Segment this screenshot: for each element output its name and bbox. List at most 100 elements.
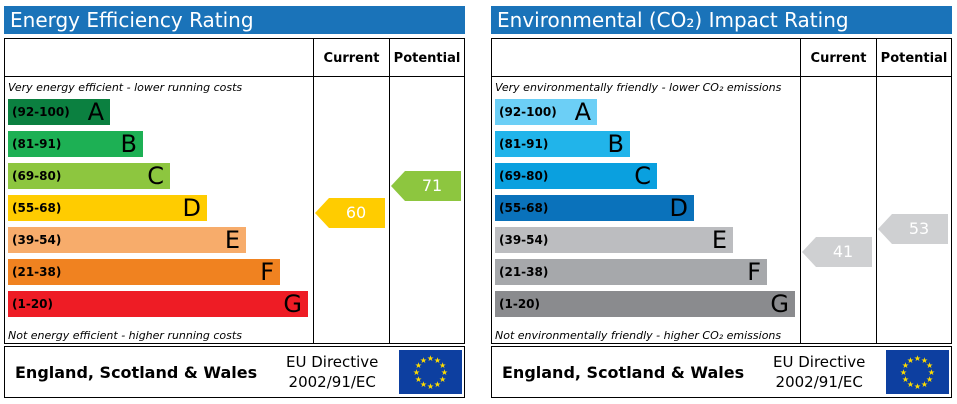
rating-band-b: (81-91) B — [495, 130, 630, 158]
eu-star-icon: ★ — [427, 382, 434, 391]
rating-band-d: (55-68) D — [8, 194, 207, 222]
potential-column-header: Potential — [880, 50, 948, 66]
band-letter: F — [747, 258, 761, 286]
environmental-rating-panel: Environmental (CO₂) Impact Rating Curren… — [491, 0, 952, 404]
panel-title: Environmental (CO₂) Impact Rating — [491, 6, 952, 34]
directive-line-1: EU Directive — [773, 353, 866, 371]
eu-star-icon: ★ — [441, 368, 448, 377]
band-range: (69-80) — [12, 169, 62, 183]
eu-star-icon: ★ — [427, 354, 434, 363]
directive-line-1: EU Directive — [286, 353, 379, 371]
rating-band-a: (92-100) A — [8, 98, 110, 126]
band-letter: D — [669, 194, 688, 222]
potential-column-header: Potential — [393, 50, 461, 66]
band-range: (81-91) — [12, 137, 62, 151]
rating-band-e: (39-54) E — [495, 226, 733, 254]
band-letter: A — [87, 98, 104, 126]
eu-star-icon: ★ — [914, 354, 921, 363]
eu-star-icon: ★ — [434, 380, 441, 389]
rating-band-g: (1-20) G — [495, 290, 795, 318]
directive-line-2: 2002/91/EC — [288, 373, 376, 391]
potential-arrow-shape — [878, 214, 948, 244]
eu-flag-icon: ★ ★ ★ ★ ★ ★ ★ ★ ★ ★ ★ ★ — [399, 350, 462, 394]
band-range: (1-20) — [12, 297, 53, 311]
band-letter: A — [574, 98, 591, 126]
band-letter: C — [147, 162, 164, 190]
footer: England, Scotland & Wales EU Directive 2… — [4, 346, 465, 398]
eu-star-icon: ★ — [907, 380, 914, 389]
band-range: (92-100) — [499, 105, 557, 119]
eu-star-icon: ★ — [415, 361, 422, 370]
band-range: (21-38) — [12, 265, 62, 279]
potential-rating-value: 71 — [421, 176, 443, 195]
rating-band-c: (69-80) C — [495, 162, 657, 190]
band-range: (55-68) — [12, 201, 62, 215]
rating-band-b: (81-91) B — [8, 130, 143, 158]
current-arrow-shape — [315, 198, 385, 228]
current-column-header: Current — [810, 50, 867, 66]
potential-rating-value: 53 — [908, 219, 930, 238]
eu-star-icon: ★ — [415, 375, 422, 384]
region-label: England, Scotland & Wales — [15, 363, 258, 382]
band-range: (1-20) — [499, 297, 540, 311]
rating-band-d: (55-68) D — [495, 194, 694, 222]
eu-star-icon: ★ — [902, 375, 909, 384]
rating-band-f: (21-38) F — [8, 258, 280, 286]
rating-band-f: (21-38) F — [495, 258, 767, 286]
directive-line-2: 2002/91/EC — [775, 373, 863, 391]
bottom-note: Not environmentally friendly - higher CO… — [495, 329, 782, 342]
potential-rating-arrow: 53 — [878, 214, 948, 244]
band-letter: C — [634, 162, 651, 190]
band-letter: B — [607, 130, 624, 158]
eu-star-icon: ★ — [928, 368, 935, 377]
footer: England, Scotland & Wales EU Directive 2… — [491, 346, 952, 398]
eu-star-icon: ★ — [914, 382, 921, 391]
eu-star-icon: ★ — [900, 368, 907, 377]
top-note: Very environmentally friendly - lower CO… — [495, 81, 782, 94]
band-letter: B — [120, 130, 137, 158]
band-letter: E — [224, 226, 240, 254]
band-letter: F — [260, 258, 274, 286]
top-note: Very energy efficient - lower running co… — [8, 81, 243, 94]
band-letter: D — [182, 194, 201, 222]
band-range: (39-54) — [499, 233, 549, 247]
rating-band-a: (92-100) A — [495, 98, 597, 126]
current-arrow-shape — [802, 237, 872, 267]
band-range: (69-80) — [499, 169, 549, 183]
rating-table: Current Potential Very energy efficient … — [4, 38, 465, 344]
band-range: (39-54) — [12, 233, 62, 247]
rating-band-g: (1-20) G — [8, 290, 308, 318]
band-letter: G — [283, 290, 302, 318]
eu-star-icon: ★ — [902, 361, 909, 370]
band-range: (81-91) — [499, 137, 549, 151]
rating-band-e: (39-54) E — [8, 226, 246, 254]
eu-flag-icon: ★ ★ ★ ★ ★ ★ ★ ★ ★ ★ ★ ★ — [886, 350, 949, 394]
band-range: (55-68) — [499, 201, 549, 215]
eu-directive: EU Directive 2002/91/EC — [773, 352, 865, 392]
eu-star-icon: ★ — [921, 380, 928, 389]
eu-star-icon: ★ — [420, 380, 427, 389]
band-letter: G — [770, 290, 789, 318]
region-label: England, Scotland & Wales — [502, 363, 745, 382]
eu-star-icon: ★ — [907, 356, 914, 365]
eu-star-icon: ★ — [926, 361, 933, 370]
eu-star-icon: ★ — [439, 375, 446, 384]
eu-directive: EU Directive 2002/91/EC — [286, 352, 378, 392]
eu-star-icon: ★ — [921, 356, 928, 365]
current-rating-value: 41 — [832, 242, 854, 261]
bottom-note: Not energy efficient - higher running co… — [8, 329, 242, 342]
band-letter: E — [711, 226, 727, 254]
current-rating-arrow: 41 — [802, 237, 872, 267]
current-rating-arrow: 60 — [315, 198, 385, 228]
eu-star-icon: ★ — [439, 361, 446, 370]
potential-rating-arrow: 71 — [391, 171, 461, 201]
eu-star-icon: ★ — [926, 375, 933, 384]
panel-title: Energy Efficiency Rating — [4, 6, 465, 34]
current-column-header: Current — [323, 50, 380, 66]
eu-star-icon: ★ — [413, 368, 420, 377]
eu-star-icon: ★ — [434, 356, 441, 365]
energy-rating-panel: Energy Efficiency Rating Current Potenti… — [4, 0, 465, 404]
band-range: (92-100) — [12, 105, 70, 119]
potential-arrow-shape — [391, 171, 461, 201]
current-rating-value: 60 — [345, 203, 367, 222]
